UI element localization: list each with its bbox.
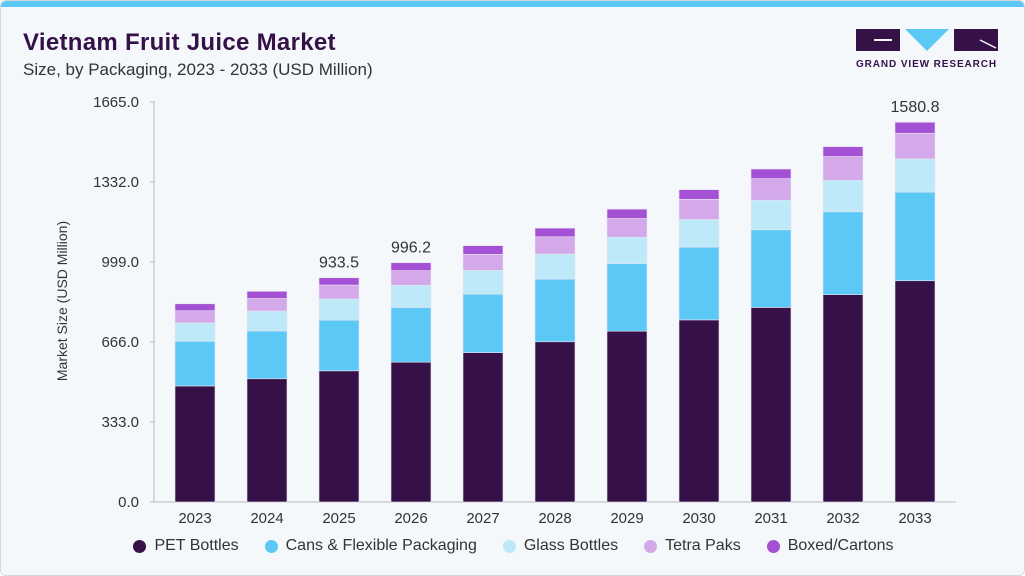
- bar-segment-cans-flexible-packaging-2030: [678, 246, 720, 321]
- bar-segment-boxed-cartons-2024: [246, 291, 288, 299]
- bar-segment-tetra-paks-2032: [822, 156, 864, 181]
- legend: PET Bottles Cans & Flexible Packaging Glas…: [1, 537, 1024, 555]
- bar-segment-cans-flexible-packaging-2031: [750, 229, 792, 308]
- bar-segment-tetra-paks-2031: [750, 178, 792, 201]
- legend-dot-icon: [264, 539, 278, 553]
- bar-segment-glass-bottles-2025: [318, 298, 360, 321]
- bar-segment-cans-flexible-packaging-2029: [606, 263, 648, 332]
- legend-label: Boxed/Cartons: [787, 537, 894, 554]
- bar-segment-pet-bottles-2031: [750, 307, 792, 503]
- bar-segment-cans-flexible-packaging-2026: [390, 307, 432, 363]
- bar-segment-boxed-cartons-2026: [390, 262, 432, 271]
- data-label: 996.2: [391, 240, 431, 257]
- bar-segment-glass-bottles-2027: [462, 270, 504, 295]
- bar-segment-pet-bottles-2027: [462, 352, 504, 503]
- y-axis-label: Market Size (USD Million): [54, 221, 70, 381]
- bar-segment-tetra-paks-2028: [534, 236, 576, 255]
- bar-segment-tetra-paks-2024: [246, 298, 288, 312]
- legend-label: Tetra Paks: [665, 537, 741, 554]
- bar-segment-boxed-cartons-2029: [606, 208, 648, 219]
- legend-item: Glass Bottles: [502, 537, 619, 555]
- bar-segment-pet-bottles-2029: [606, 330, 648, 503]
- x-tick-label: 2026: [394, 510, 427, 527]
- bar-segment-glass-bottles-2030: [678, 219, 720, 248]
- x-tick-label: 2023: [178, 510, 211, 527]
- bar-segment-glass-bottles-2026: [390, 285, 432, 308]
- legend-label: Cans & Flexible Packaging: [285, 537, 477, 554]
- bar-segment-glass-bottles-2031: [750, 199, 792, 231]
- bar-segment-glass-bottles-2032: [822, 180, 864, 213]
- bar-segment-tetra-paks-2027: [462, 254, 504, 271]
- chart-title: Vietnam Fruit Juice Market: [23, 29, 336, 56]
- legend-item: Tetra Paks: [644, 537, 741, 555]
- bar-segment-boxed-cartons-2031: [750, 168, 792, 179]
- bar-segment-glass-bottles-2029: [606, 236, 648, 264]
- bar-segment-pet-bottles-2032: [822, 294, 864, 503]
- bar-segment-tetra-paks-2029: [606, 218, 648, 238]
- legend-item: PET Bottles: [133, 537, 239, 555]
- x-tick-label: 2029: [610, 510, 643, 527]
- accent-stripe: [1, 1, 1024, 7]
- x-tick-label: 2024: [250, 510, 283, 527]
- bar-segment-pet-bottles-2025: [318, 370, 360, 503]
- bar-segment-boxed-cartons-2033: [894, 121, 936, 134]
- bar-segment-tetra-paks-2023: [174, 310, 216, 324]
- bar-segment-glass-bottles-2028: [534, 253, 576, 280]
- y-tick-label: 1665.0: [93, 94, 139, 111]
- legend-dot-icon: [502, 539, 516, 553]
- x-tick-label: 2031: [754, 510, 787, 527]
- y-tick-label: 1332.0: [93, 174, 139, 191]
- grand-view-research-logo: [856, 29, 998, 51]
- bar-segment-cans-flexible-packaging-2032: [822, 211, 864, 295]
- bar-segment-boxed-cartons-2025: [318, 277, 360, 286]
- legend-dot-icon: [644, 539, 658, 553]
- x-tick-label: 2032: [826, 510, 859, 527]
- y-tick-label: 0.0: [118, 494, 139, 511]
- legend-dot-icon: [766, 539, 780, 553]
- data-label: 933.5: [319, 255, 359, 272]
- bar-segment-cans-flexible-packaging-2023: [174, 340, 216, 387]
- bar-segment-boxed-cartons-2030: [678, 189, 720, 200]
- bar-segment-tetra-paks-2033: [894, 132, 936, 160]
- bar-segment-cans-flexible-packaging-2033: [894, 191, 936, 282]
- x-tick-label: 2025: [322, 510, 355, 527]
- x-tick-label: 2033: [898, 510, 931, 527]
- bar-segment-tetra-paks-2030: [678, 198, 720, 220]
- legend-item: Cans & Flexible Packaging: [264, 537, 477, 555]
- x-tick-label: 2027: [466, 510, 499, 527]
- bar-segment-cans-flexible-packaging-2024: [246, 330, 288, 380]
- legend-label: PET Bottles: [154, 537, 239, 554]
- data-label: 1580.8: [891, 99, 940, 116]
- bar-segment-cans-flexible-packaging-2025: [318, 319, 360, 372]
- y-tick-label: 333.0: [101, 414, 139, 431]
- bar-segment-tetra-paks-2025: [318, 284, 360, 300]
- logo-text: GRAND VIEW RESEARCH: [856, 59, 997, 70]
- x-tick-label: 2030: [682, 510, 715, 527]
- bar-segment-glass-bottles-2024: [246, 310, 288, 332]
- bar-segment-boxed-cartons-2027: [462, 245, 504, 255]
- bar-segment-glass-bottles-2023: [174, 322, 216, 342]
- y-tick-label: 666.0: [101, 334, 139, 351]
- x-tick-label: 2028: [538, 510, 571, 527]
- chart-subtitle: Size, by Packaging, 2023 - 2033 (USD Mil…: [23, 60, 373, 79]
- bar-segment-cans-flexible-packaging-2027: [462, 293, 504, 353]
- bar-segment-boxed-cartons-2028: [534, 227, 576, 238]
- bar-segment-pet-bottles-2024: [246, 378, 288, 503]
- bar-segment-glass-bottles-2033: [894, 158, 936, 193]
- bar-segment-tetra-paks-2026: [390, 270, 432, 286]
- legend-dot-icon: [133, 539, 147, 553]
- bar-segment-pet-bottles-2023: [174, 385, 216, 503]
- bar-segment-boxed-cartons-2032: [822, 146, 864, 157]
- bar-segment-boxed-cartons-2023: [174, 303, 216, 312]
- y-tick-label: 999.0: [101, 254, 139, 271]
- bar-segment-pet-bottles-2033: [894, 280, 936, 503]
- bar-segment-cans-flexible-packaging-2028: [534, 278, 576, 343]
- bar-segment-pet-bottles-2028: [534, 341, 576, 503]
- legend-item: Boxed/Cartons: [766, 537, 894, 555]
- legend-label: Glass Bottles: [523, 537, 619, 554]
- bar-segment-pet-bottles-2026: [390, 361, 432, 503]
- bar-segment-pet-bottles-2030: [678, 319, 720, 503]
